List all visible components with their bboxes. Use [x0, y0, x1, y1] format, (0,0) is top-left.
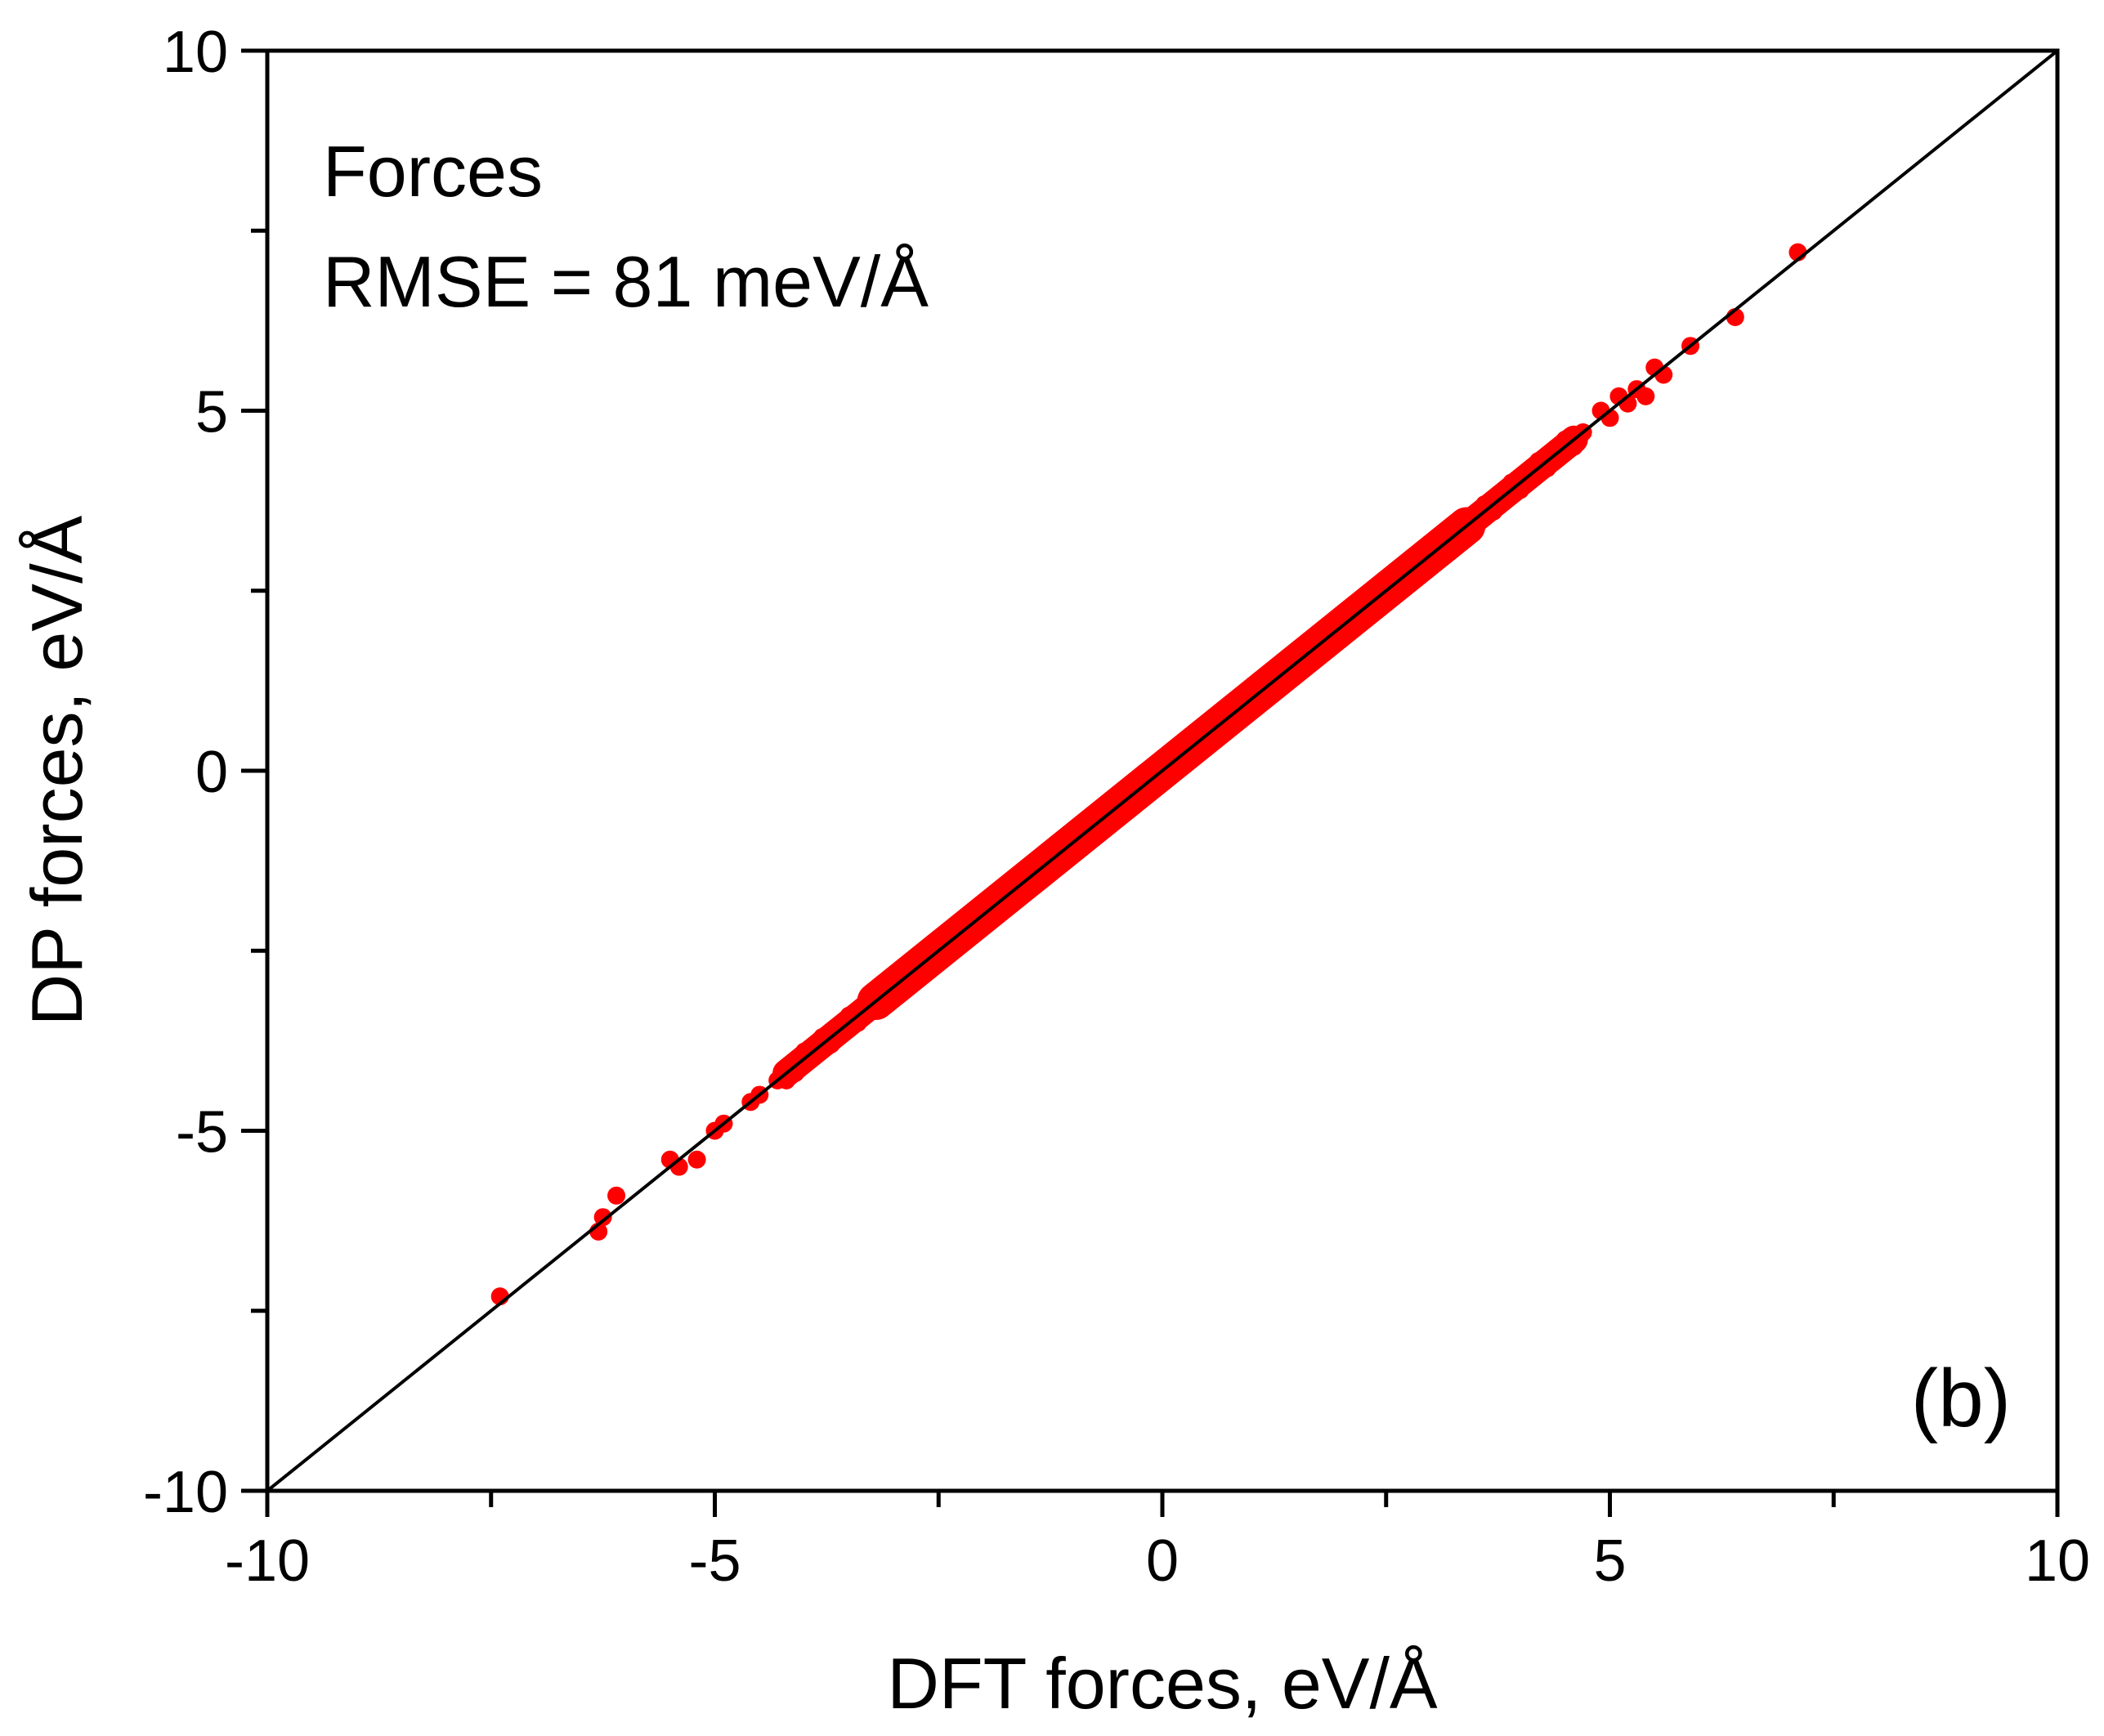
axis-ticks-group: [241, 48, 2060, 1517]
y-axis-title: DP forces, eV/Å: [16, 515, 97, 1026]
x-tick-label: 5: [1593, 1528, 1626, 1594]
y-tick-label: 10: [163, 20, 228, 85]
y-tick-label: -5: [176, 1100, 228, 1166]
panel-label: (b): [1911, 1353, 2011, 1444]
y-tick-label: 5: [195, 380, 228, 445]
annotation-title: Forces: [323, 131, 543, 212]
data-point: [687, 1150, 706, 1169]
x-tick-label: 0: [1146, 1528, 1179, 1594]
data-point: [1636, 387, 1655, 405]
axis-tick-labels-group: -10 -5 0 5 10 -10 -5 0 5 10: [143, 20, 2090, 1594]
x-tick-label: -10: [225, 1528, 310, 1594]
x-axis-title: DFT forces, eV/Å: [887, 1643, 1438, 1724]
y-tick-label: 0: [195, 740, 228, 805]
x-tick-label: 10: [2025, 1528, 2090, 1594]
data-point: [607, 1186, 626, 1205]
data-point: [593, 1208, 612, 1227]
y-tick-label: -10: [143, 1460, 228, 1525]
reference-line: [267, 51, 2057, 1491]
x-tick-label: -5: [688, 1528, 741, 1594]
annotation-rmse: RMSE = 81 meV/Å: [323, 241, 929, 322]
data-points-group: [267, 51, 2057, 1491]
